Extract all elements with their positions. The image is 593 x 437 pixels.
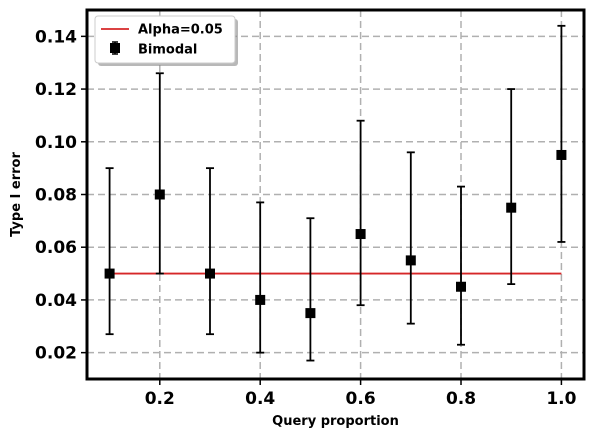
data-point-marker	[355, 229, 366, 240]
errorbar-layer	[105, 24, 566, 362]
y-tick-label: 0.02	[35, 344, 77, 364]
data-point-marker	[255, 294, 266, 305]
marker-layer	[104, 149, 567, 319]
legend-square-marker	[110, 43, 120, 53]
y-tick-label: 0.10	[35, 133, 77, 153]
x-tick-label: 0.2	[145, 389, 175, 409]
x-axis-title: Query proportion	[272, 414, 399, 429]
data-point-marker	[506, 202, 517, 213]
x-tick-label: 0.8	[446, 389, 476, 409]
x-tick-label: 0.4	[245, 389, 275, 409]
y-axis-ticks: 0.02 0.04 0.06 0.08 0.10 0.12 0.14	[35, 27, 87, 364]
legend-label-alpha: Alpha=0.05	[138, 23, 223, 38]
y-tick-label: 0.12	[35, 80, 77, 100]
legend-label-bimodal: Bimodal	[138, 43, 197, 58]
legend-box	[94, 15, 236, 64]
y-axis-title: Type I error	[9, 152, 24, 237]
legend: Alpha=0.05 Bimodal	[94, 15, 238, 66]
data-point-marker	[305, 308, 316, 319]
x-tick-label: 0.6	[346, 389, 376, 409]
data-point-marker	[104, 268, 115, 279]
data-point-marker	[405, 255, 416, 266]
y-tick-label: 0.04	[35, 291, 77, 311]
data-point-marker	[556, 149, 567, 160]
data-point-marker	[456, 281, 467, 292]
y-tick-label: 0.06	[35, 238, 77, 258]
plot-frame	[85, 8, 586, 381]
data-point-marker	[204, 268, 215, 279]
x-tick-label: 1.0	[546, 389, 576, 409]
y-tick-label: 0.14	[35, 27, 77, 47]
data-point-marker	[154, 189, 165, 200]
x-axis-ticks: 0.2 0.4 0.6 0.8 1.0	[145, 379, 577, 409]
y-tick-label: 0.08	[35, 186, 77, 206]
grid-lines	[87, 10, 584, 379]
